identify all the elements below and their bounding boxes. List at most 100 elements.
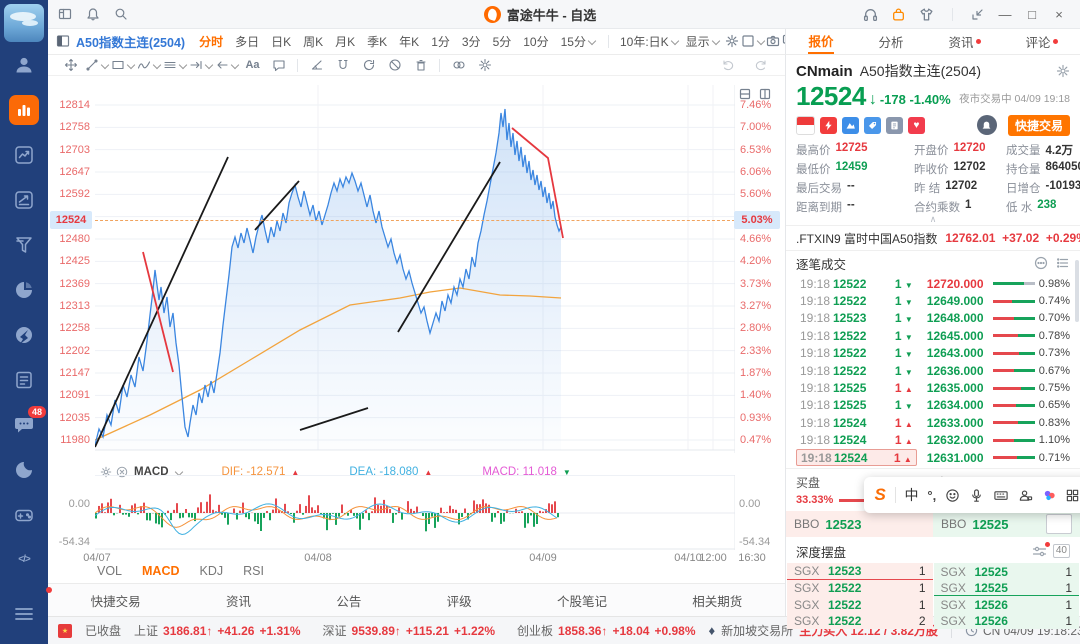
panel-toggle-icon[interactable]	[56, 34, 70, 48]
sogou-logo-icon[interactable]: S	[874, 485, 886, 504]
chart-collapse-icon[interactable]	[738, 87, 751, 100]
indicator-tab-MACD[interactable]: MACD	[142, 564, 180, 578]
period-tab-1分[interactable]: 1分	[431, 34, 450, 49]
tab-报价[interactable]: 报价	[808, 28, 834, 54]
depth-row[interactable]: SGX 12522 1 SGX 12526 1	[787, 596, 1079, 613]
period-tab-分时[interactable]: 分时	[199, 34, 224, 49]
chart-settings-icon[interactable]	[725, 31, 739, 51]
bbo-dropdown-box[interactable]	[1046, 514, 1072, 535]
channel-tool-icon[interactable]	[162, 56, 188, 75]
chart-type-icon[interactable]	[741, 31, 765, 51]
period-tab-日K[interactable]: 日K	[271, 34, 292, 49]
depth-level-badge[interactable]: 40	[1052, 544, 1070, 559]
measure-tool-icon[interactable]	[188, 56, 214, 75]
angle-tool-icon[interactable]	[304, 56, 329, 75]
tick-row[interactable]: 19:18 12524 1 ▲ 12632.000 1.10%	[800, 433, 1070, 448]
draw-settings-gear-icon[interactable]	[472, 56, 497, 75]
tab-资讯[interactable]: 资讯	[948, 28, 981, 54]
sidebar-item-community[interactable]	[0, 312, 48, 357]
chart-expand-icon[interactable]	[758, 87, 771, 100]
sidebar-item-analysis[interactable]	[0, 267, 48, 312]
sidebar-item-dark-mode[interactable]	[0, 447, 48, 492]
registry-doc-icon[interactable]	[886, 116, 903, 134]
search-icon[interactable]	[114, 7, 128, 21]
main-chart-area[interactable]: 1281412758127031264712592125361248012425…	[48, 76, 785, 583]
period-tab-3分[interactable]: 3分	[461, 34, 481, 49]
index-item[interactable]: 深证 9539.89↑ +115.21 +1.22%	[322, 623, 496, 639]
tick-row[interactable]: 19:18 12522 1 ▼ 12636.000 0.67%	[800, 363, 1070, 378]
sidebar-item-games[interactable]	[0, 492, 48, 537]
macd-chart-svg[interactable]	[95, 475, 735, 550]
lightning-futures-icon[interactable]	[820, 116, 837, 134]
index-mountain-icon[interactable]	[842, 116, 859, 134]
magnet-tool-icon[interactable]	[330, 56, 355, 75]
period-tab-季K[interactable]: 季K	[367, 34, 388, 49]
tick-row[interactable]: 19:18 12525 1 ▼ 12634.000 0.65%	[800, 398, 1070, 413]
indicator-tab-KDJ[interactable]: KDJ	[199, 564, 224, 578]
workspace-icon[interactable]	[58, 7, 72, 21]
sidebar-item-trade[interactable]	[0, 177, 48, 222]
chart-symbol[interactable]: A50指数主连(2504)	[76, 35, 186, 50]
scrollbar-thumb[interactable]	[1075, 260, 1079, 322]
bottom-nav-公告[interactable]: 公告	[336, 594, 362, 609]
move-tool-icon[interactable]	[58, 56, 83, 75]
bottom-nav-相关期货[interactable]: 相关期货	[692, 594, 743, 609]
tick-row[interactable]: 19:18 12523 1 ▼ 12648.000 0.70%	[800, 311, 1070, 326]
ime-punctuation-icon[interactable]: °,	[927, 487, 937, 503]
bottom-nav-快捷交易[interactable]: 快捷交易	[90, 594, 141, 609]
note-tool-icon[interactable]	[266, 56, 291, 75]
ime-keyboard-icon[interactable]	[993, 488, 1009, 503]
notification-bell-icon[interactable]	[86, 7, 100, 21]
bottom-nav-资讯[interactable]: 资讯	[225, 594, 251, 609]
sidebar-item-quotes-active[interactable]	[0, 87, 48, 132]
headphones-support-icon[interactable]	[863, 7, 878, 22]
period-tab-周K[interactable]: 周K	[303, 34, 324, 49]
ime-account-icon[interactable]	[1018, 488, 1033, 503]
sidebar-item-screener[interactable]	[0, 222, 48, 267]
minimize-button[interactable]: —	[998, 6, 1012, 22]
undo-icon[interactable]	[715, 56, 740, 75]
tick-row[interactable]: 19:18 12522 1 ▼ 12645.000 0.78%	[800, 328, 1070, 343]
indicator-tab-RSI[interactable]: RSI	[243, 564, 264, 578]
period-tab-年K[interactable]: 年K	[399, 34, 420, 49]
close-button[interactable]: ×	[1055, 6, 1063, 22]
quick-trade-button[interactable]: 快捷交易	[1007, 114, 1070, 136]
indicator-tab-VOL[interactable]: VOL	[97, 564, 123, 578]
bottom-nav-个股笔记[interactable]: 个股笔记	[556, 594, 607, 609]
shopping-bag-icon[interactable]	[891, 7, 906, 22]
index-item[interactable]: 创业板 1858.36↑ +18.04 +0.98%	[517, 623, 696, 639]
shape-tool-icon[interactable]	[110, 56, 136, 75]
tick-row[interactable]: 19:18 12524 1 ▲ 12633.000 0.83%	[800, 415, 1070, 430]
depth-row[interactable]: SGX 12523 1 SGX 12525 1	[787, 563, 1079, 580]
favorite-heart-icon[interactable]: ♥	[908, 116, 925, 134]
arrow-tool-icon[interactable]	[214, 56, 240, 75]
ime-voice-mic-icon[interactable]	[969, 488, 984, 503]
redo-icon[interactable]	[748, 56, 773, 75]
sidebar-item-news[interactable]	[0, 357, 48, 402]
tick-row[interactable]: 19:18 12522 1 ▼ 12643.000 0.73%	[800, 346, 1070, 361]
sidebar-item-markets[interactable]	[0, 132, 48, 177]
sidebar-item-messages[interactable]: 48	[0, 402, 48, 447]
gift-shirt-icon[interactable]	[919, 7, 934, 22]
maximize-button[interactable]: □	[1028, 6, 1036, 22]
tick-row[interactable]: 19:18 12522 1 ▼ 12649.000 0.74%	[800, 294, 1070, 309]
tab-评论[interactable]: 评论	[1025, 28, 1058, 54]
period-tab-15分[interactable]: 15分	[555, 33, 601, 50]
ime-language-mode[interactable]: 中	[904, 487, 919, 503]
dropdown-10年:日K[interactable]: 10年:日K	[616, 33, 682, 50]
tick-row[interactable]: 19:18 12524 1 ▲ 12631.000 0.71%	[796, 449, 1070, 467]
refresh-drawings-icon[interactable]	[356, 56, 381, 75]
price-alert-bell-icon[interactable]	[976, 115, 997, 135]
boss-key-icon[interactable]	[971, 7, 985, 21]
period-tab-月K[interactable]: 月K	[335, 34, 356, 49]
index-item[interactable]: 上证 3186.81↑ +41.26 +1.31%	[134, 623, 301, 639]
period-tab-多日[interactable]: 多日	[235, 34, 260, 49]
trendline-tool-icon[interactable]	[84, 56, 110, 75]
hide-drawings-icon[interactable]	[382, 56, 407, 75]
bottom-nav-评级[interactable]: 评级	[446, 594, 472, 609]
exchange-name[interactable]: 新加坡交易所	[721, 624, 794, 638]
depth-row[interactable]: SGX 12522 1 SGX 12525 1	[787, 579, 1079, 597]
price-chart-svg[interactable]	[95, 85, 735, 453]
related-index-row[interactable]: .FTXIN9 富时中国A50指数 12762.01 +37.02 +0.29%	[786, 226, 1080, 250]
ime-toolbox-grid-icon[interactable]	[1065, 488, 1080, 503]
